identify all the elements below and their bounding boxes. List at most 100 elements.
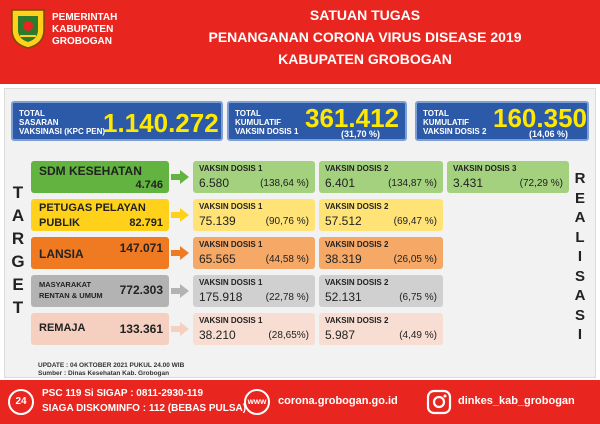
target-label-2: SASARAN (19, 118, 59, 127)
dose-value: 38.319 (325, 252, 362, 266)
gov-line-3: GROBOGAN (52, 36, 112, 47)
gov-line-2: KABUPATEN (52, 24, 114, 35)
lansia-dose2-box: VAKSIN DOSIS 2 38.319 (26,05 %) (319, 237, 443, 269)
total-target-value: 1.140.272 (103, 108, 219, 138)
realisasi-letter: E (574, 189, 585, 207)
category-name: MASYARAKAT (39, 280, 92, 289)
dose-label: VAKSIN DOSIS 1 (199, 164, 263, 173)
realisasi-vertical-label: R E A L I S A S I (571, 169, 589, 345)
dose-percent: (6,75 %) (399, 292, 437, 303)
realisasi-letter: L (575, 228, 585, 246)
total-dose1-value: 361.412 (305, 103, 399, 133)
dose-value: 75.139 (199, 214, 236, 228)
sdm-dose2-box: VAKSIN DOSIS 2 6.401 (134,87 %) (319, 161, 443, 193)
website-link[interactable]: corona.grobogan.go.id (278, 395, 398, 407)
dose-value: 6.580 (199, 176, 230, 190)
dose-label: VAKSIN DOSIS 1 (199, 240, 263, 249)
dose-percent: (4,49 %) (399, 330, 437, 341)
arrow-right-icon (171, 322, 189, 336)
dose-percent: (90,76 %) (265, 216, 309, 227)
target-letter: R (11, 229, 25, 248)
target-vertical-label: T A R G E T (9, 181, 27, 319)
category-sdm-kesehatan: SDM KESEHATAN 4.746 (31, 161, 169, 193)
title-line-2: PENANGANAN CORONA VIRUS DISEASE 2019 (208, 29, 522, 45)
category-target-value: 133.361 (119, 322, 163, 336)
category-target-value: 147.071 (119, 241, 163, 255)
dose-value: 5.987 (325, 328, 356, 342)
total-dose1-percent: (31,70 %) (341, 129, 381, 139)
instagram-icon (426, 389, 452, 415)
phone-24-icon: 24 (8, 389, 34, 415)
total-dose2-label: TOTAL KUMULATIF VAKSIN DOSIS 2 (423, 109, 486, 136)
category-lansia: LANSIA 147.071 (31, 237, 169, 269)
dose-label: VAKSIN DOSIS 1 (199, 202, 263, 211)
realisasi-letter: I (577, 248, 583, 265)
dose-label: VAKSIN DOSIS 1 (199, 316, 263, 325)
dose-value: 6.401 (325, 176, 356, 190)
total-dose2-box: TOTAL KUMULATIF VAKSIN DOSIS 2 160.350 (… (415, 101, 589, 141)
psc-hotline[interactable]: PSC 119 Si SIGAP : 0811-2930-119 (42, 388, 204, 399)
dose-label: VAKSIN DOSIS 2 (325, 164, 389, 173)
category-name-line-2: PUBLIK (39, 217, 80, 229)
total-dose1-box: TOTAL KUMULATIF VAKSIN DOSIS 1 361.412 (… (227, 101, 407, 141)
category-target-value: 82.791 (129, 217, 163, 229)
target-letter: E (12, 275, 24, 294)
category-remaja: REMAJA 133.361 (31, 313, 169, 345)
dose-percent: (134,87 %) (388, 178, 437, 189)
total-dose2-percent: (14,06 %) (529, 129, 569, 139)
dose-value: 57.512 (325, 214, 362, 228)
target-label-1: TOTAL (19, 109, 45, 118)
gov-line-1: PEMERINTAH (52, 12, 118, 23)
arrow-right-icon (171, 246, 189, 260)
category-name: SDM KESEHATAN (39, 164, 142, 178)
siaga-hotline[interactable]: SIAGA DISKOMINFO : 112 (BEBAS PULSA) (42, 403, 247, 414)
dose1-label-1: TOTAL (235, 109, 261, 118)
arrow-right-icon (171, 170, 189, 184)
dose-percent: (72,29 %) (519, 178, 563, 189)
remaja-dose1-box: VAKSIN DOSIS 1 38.210 (28,65%) (193, 313, 315, 345)
target-letter: T (12, 183, 24, 202)
realisasi-letter: A (574, 287, 586, 304)
total-dose1-label: TOTAL KUMULATIF VAKSIN DOSIS 1 (235, 109, 298, 136)
total-dose2-value: 160.350 (493, 103, 587, 133)
dose-value: 3.431 (453, 176, 484, 190)
main-panel: TOTAL SASARAN VAKSINASI (KPC PEN) 1.140.… (4, 88, 596, 378)
category-name: PETUGAS PELAYAN (39, 202, 146, 214)
update-timestamp: UPDATE : 04 OKTOBER 2021 PUKUL 24.00 WIB (38, 362, 185, 369)
dose-percent: (26,05 %) (393, 254, 437, 265)
dose1-label-3: VAKSIN DOSIS 1 (235, 127, 299, 136)
dose-value: 65.565 (199, 252, 236, 266)
realisasi-letter: S (574, 267, 585, 285)
dose-percent: (69,47 %) (393, 216, 437, 227)
category-masyarakat-rentan-umum: MASYARAKAT RENTAN & UMUM 772.303 (31, 275, 169, 307)
instagram-handle[interactable]: dinkes_kab_grobogan (458, 395, 575, 407)
dose2-label-1: TOTAL (423, 109, 449, 118)
total-target-label: TOTAL SASARAN VAKSINASI (KPC PEN) (19, 109, 105, 136)
dose-value: 38.210 (199, 328, 236, 342)
target-letter: G (11, 252, 25, 271)
target-letter: T (12, 298, 24, 317)
page-title: SATUAN TUGAS PENANGANAN CORONA VIRUS DIS… (150, 4, 580, 70)
category-name-line-2: RENTAN & UMUM (39, 291, 103, 300)
realisasi-letter: I (577, 326, 583, 343)
dose-label: VAKSIN DOSIS 2 (325, 240, 389, 249)
category-target-value: 4.746 (135, 179, 163, 191)
sdm-dose3-box: VAKSIN DOSIS 3 3.431 (72,29 %) (447, 161, 569, 193)
dose-label: VAKSIN DOSIS 2 (325, 202, 389, 211)
remaja-dose2-box: VAKSIN DOSIS 2 5.987 (4,49 %) (319, 313, 443, 345)
masyarakat-dose2-box: VAKSIN DOSIS 2 52.131 (6,75 %) (319, 275, 443, 307)
category-petugas-pelayan-publik: PETUGAS PELAYAN PUBLIK 82.791 (31, 199, 169, 231)
footer-banner: 24 PSC 119 Si SIGAP : 0811-2930-119 SIAG… (0, 380, 600, 424)
petugas-dose1-box: VAKSIN DOSIS 1 75.139 (90,76 %) (193, 199, 315, 231)
globe-www-icon: www (244, 389, 270, 415)
sdm-dose1-box: VAKSIN DOSIS 1 6.580 (138,64 %) (193, 161, 315, 193)
government-name: PEMERINTAH KABUPATEN GROBOGAN (52, 12, 117, 48)
category-name: REMAJA (39, 322, 86, 334)
dose-label: VAKSIN DOSIS 2 (325, 316, 389, 325)
lansia-dose1-box: VAKSIN DOSIS 1 65.565 (44,58 %) (193, 237, 315, 269)
data-source: Sumber : Dinas Kesehatan Kab. Grobogan (38, 370, 170, 377)
dose-percent: (44,58 %) (265, 254, 309, 265)
realisasi-letter: A (574, 209, 586, 226)
realisasi-letter: R (574, 170, 586, 187)
target-letter: A (11, 206, 25, 225)
